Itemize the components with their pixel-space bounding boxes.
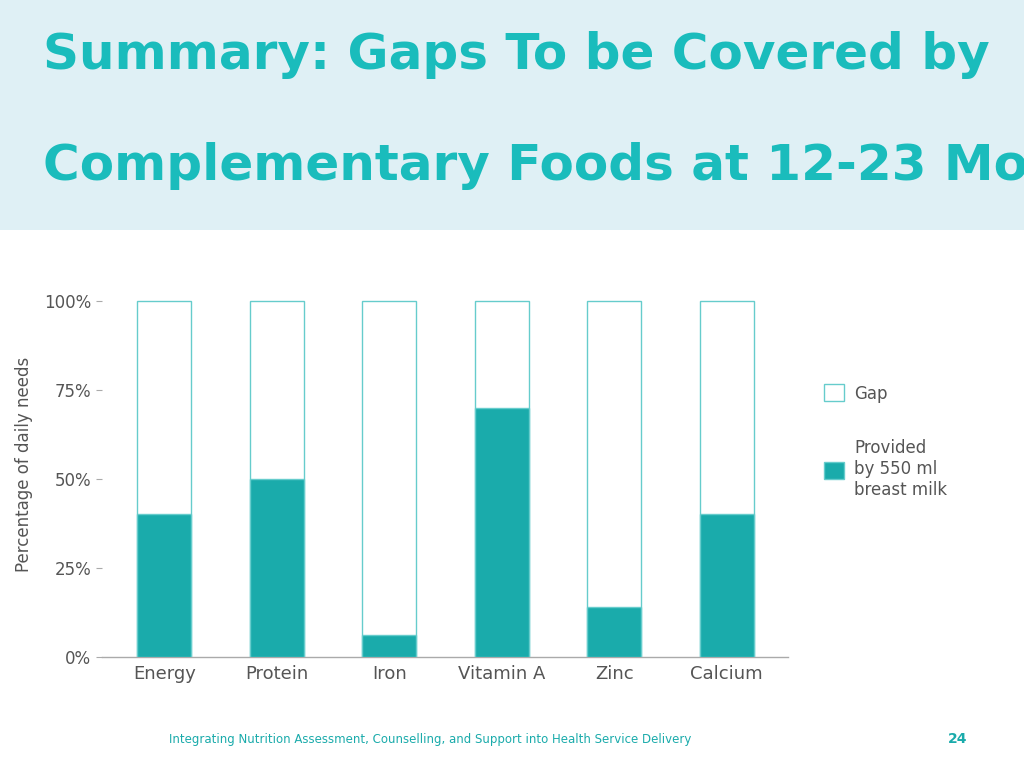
- Bar: [137, 301, 191, 657]
- Legend: Gap, Provided
by 550 ml
breast milk: Gap, Provided by 550 ml breast milk: [824, 384, 947, 499]
- Bar: [475, 301, 528, 657]
- Y-axis label: Percentage of daily needs: Percentage of daily needs: [15, 357, 33, 572]
- Bar: [587, 607, 641, 657]
- Bar: [475, 408, 528, 657]
- Text: Integrating Nutrition Assessment, Counselling, and Support into Health Service D: Integrating Nutrition Assessment, Counse…: [169, 733, 691, 746]
- Bar: [362, 635, 416, 657]
- Text: Summary: Gaps To be Covered by: Summary: Gaps To be Covered by: [43, 31, 990, 79]
- Text: 24: 24: [947, 733, 968, 746]
- Bar: [699, 515, 754, 657]
- Bar: [587, 301, 641, 657]
- Bar: [137, 515, 191, 657]
- Bar: [362, 301, 416, 657]
- Bar: [699, 301, 754, 657]
- Text: Complementary Foods at 12-23 Months: Complementary Foods at 12-23 Months: [43, 142, 1024, 190]
- Bar: [250, 301, 304, 657]
- Bar: [250, 479, 304, 657]
